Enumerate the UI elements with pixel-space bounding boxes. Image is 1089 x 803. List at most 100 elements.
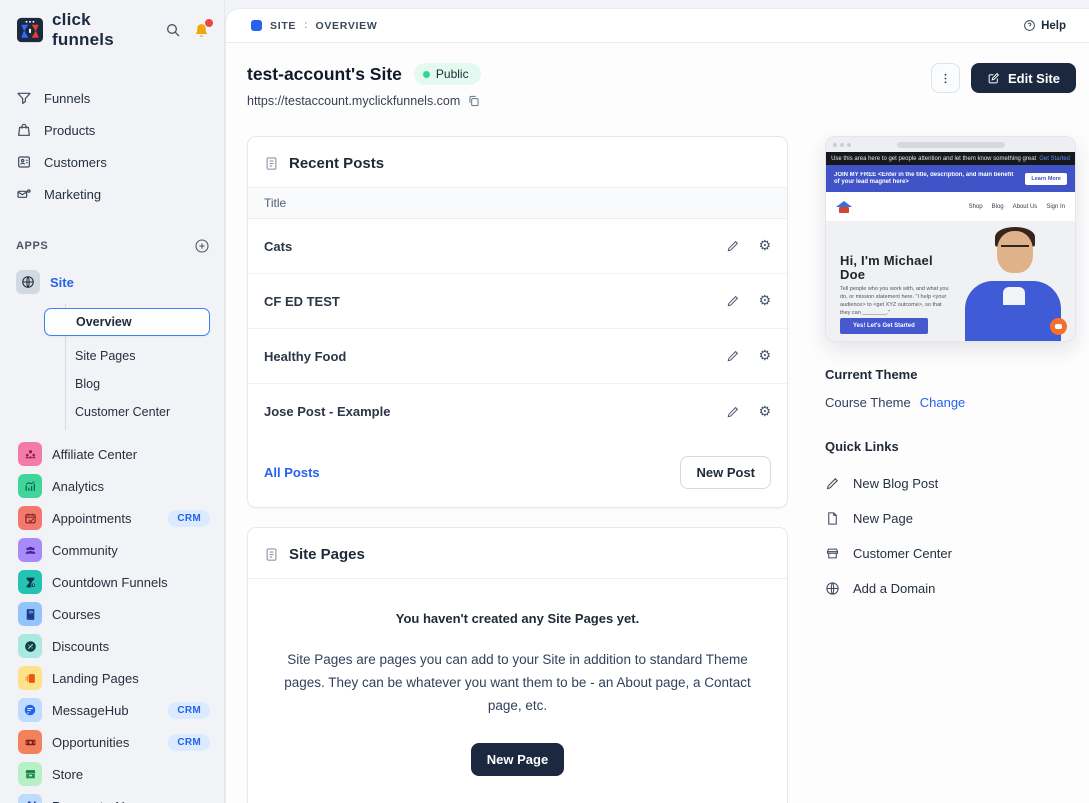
sidebar-item-countdown-funnels[interactable]: Countdown Funnels <box>0 566 224 598</box>
search-icon[interactable] <box>165 22 181 38</box>
kebab-dots-icon <box>944 73 947 83</box>
quick-link-add-a-domain[interactable]: Add a Domain <box>825 571 1076 606</box>
nav-item-products[interactable]: Products <box>0 114 224 146</box>
nav-label: Products <box>44 122 96 138</box>
right-rail: Use this area here to get people attenti… <box>825 136 1076 803</box>
quick-links-heading: Quick Links <box>825 439 899 454</box>
crm-badge: CRM <box>168 733 210 751</box>
page-icon <box>828 512 837 525</box>
site-pages-card: Site Pages You haven't created any Site … <box>247 527 788 803</box>
change-theme-link[interactable]: Change <box>919 395 966 410</box>
site-preview-thumbnail[interactable]: Use this area here to get people attenti… <box>825 136 1076 342</box>
nav-item-marketing[interactable]: Marketing <box>0 178 224 210</box>
preview-navbar: Shop Blog About Us Sign In <box>826 192 1075 221</box>
table-row: Jose Post - Example ⚙ <box>248 384 787 439</box>
clickfunnels-logo-icon[interactable] <box>16 17 44 43</box>
quick-link-new-page[interactable]: New Page <box>825 501 1076 536</box>
post-settings-gear-icon[interactable]: ⚙ <box>758 238 771 254</box>
analytics-icon <box>18 474 42 498</box>
sidebar-item-label: Site <box>50 274 74 290</box>
storefront-icon <box>826 548 839 559</box>
notifications-bell-icon[interactable] <box>193 18 213 39</box>
quick-links-block: Quick Links New Blog Post New Page <box>825 439 1076 606</box>
edit-post-pencil-icon[interactable] <box>726 294 740 308</box>
sidebar-item-landing-pages[interactable]: Landing Pages <box>0 662 224 694</box>
marketing-envelope-icon <box>17 189 31 198</box>
sidebar-item-overview[interactable]: Overview <box>44 308 210 336</box>
public-status-dot <box>422 70 430 78</box>
table-row: CF ED TEST ⚙ <box>248 274 787 329</box>
help-icon <box>1024 20 1035 31</box>
sidebar: click funnels Funnels Products Customers <box>0 0 225 803</box>
edit-post-pencil-icon[interactable] <box>726 239 740 253</box>
quick-link-new-blog-post[interactable]: New Blog Post <box>825 466 1076 501</box>
post-title-link[interactable]: Cats <box>264 238 293 254</box>
recent-posts-card: Recent Posts Title Cats ⚙ CF ED TEST <box>247 136 788 508</box>
globe-icon <box>16 270 40 294</box>
sidebar-item-blog[interactable]: Blog <box>75 377 101 391</box>
preview-person-photo <box>953 227 1073 341</box>
opportunities-icon <box>18 730 42 754</box>
sidebar-item-site-pages[interactable]: Site Pages <box>75 349 136 363</box>
post-title-link[interactable]: Jose Post - Example <box>264 404 391 419</box>
sidebar-item-store[interactable]: Store <box>0 758 224 790</box>
brand-name: click funnels <box>52 10 114 49</box>
quick-link-customer-center[interactable]: Customer Center <box>825 536 1076 571</box>
breadcrumb: SITE : OVERVIEW <box>251 20 378 32</box>
preview-chat-bubble <box>1050 318 1067 335</box>
sidebar-item-opportunities[interactable]: Opportunities CRM <box>0 726 224 758</box>
column-header-title: Title <box>248 187 787 219</box>
site-url[interactable]: https://testaccount.myclickfunnels.com <box>247 94 461 108</box>
more-options-kebab-button[interactable] <box>930 63 960 93</box>
sidebar-item-site[interactable]: Site <box>0 264 224 300</box>
sidebar-item-affiliate-center[interactable]: Affiliate Center <box>0 438 224 470</box>
sidebar-item-analytics[interactable]: Analytics <box>0 470 224 502</box>
help-button[interactable]: Help <box>1023 19 1066 32</box>
document-icon <box>266 548 277 561</box>
post-settings-gear-icon[interactable]: ⚙ <box>758 403 771 420</box>
breadcrumb-overview[interactable]: OVERVIEW <box>315 19 378 32</box>
post-title-link[interactable]: CF ED TEST <box>264 293 340 309</box>
sidebar-item-appointments[interactable]: Appointments CRM <box>0 502 224 534</box>
browser-dots <box>833 142 851 147</box>
sidebar-item-customer-center[interactable]: Customer Center <box>75 405 171 419</box>
nav-label: Customers <box>44 154 107 170</box>
document-icon <box>266 157 277 170</box>
nav-item-funnels[interactable]: Funnels <box>0 82 224 114</box>
sidebar-item-payments-ai[interactable]: AI Payments AI <box>0 790 224 803</box>
page-content: test-account's Site Public https://testa… <box>226 43 1089 803</box>
empty-state-description: Site Pages are pages you can add to your… <box>284 652 751 713</box>
sidebar-item-community[interactable]: Community <box>0 534 224 566</box>
apps-list: Affiliate Center Analytics Appointments … <box>0 438 224 803</box>
card-title: Site Pages <box>289 546 365 563</box>
notification-badge <box>205 18 213 27</box>
edit-post-pencil-icon[interactable] <box>726 405 740 419</box>
main-area: SITE : OVERVIEW Help test-account's Site… <box>225 0 1089 803</box>
post-title-link[interactable]: Healthy Food <box>264 348 347 364</box>
card-title: Recent Posts <box>289 155 385 172</box>
breadcrumb-site[interactable]: SITE <box>270 19 297 32</box>
all-posts-link[interactable]: All Posts <box>264 465 320 480</box>
crm-badge: CRM <box>168 701 210 719</box>
sidebar-item-courses[interactable]: Courses <box>0 598 224 630</box>
post-settings-gear-icon[interactable]: ⚙ <box>758 348 771 364</box>
edit-site-button[interactable]: Edit Site <box>970 63 1076 93</box>
copy-icon[interactable] <box>467 94 481 108</box>
sidebar-item-messagehub[interactable]: MessageHub CRM <box>0 694 224 726</box>
add-app-plus-icon[interactable] <box>194 238 210 254</box>
nav-label: Marketing <box>44 186 102 202</box>
post-settings-gear-icon[interactable]: ⚙ <box>758 293 771 309</box>
nav-item-customers[interactable]: Customers <box>0 146 224 178</box>
new-post-button[interactable]: New Post <box>680 456 771 489</box>
sidebar-item-discounts[interactable]: Discounts <box>0 630 224 662</box>
crm-badge: CRM <box>168 509 210 527</box>
topbar: SITE : OVERVIEW Help <box>226 9 1089 43</box>
edit-pencil-icon <box>988 72 1000 83</box>
preview-cta-button: Yes! Let's Get Started <box>840 318 928 334</box>
new-page-button[interactable]: New Page <box>470 743 565 776</box>
products-bag-icon <box>18 123 30 136</box>
preview-logo <box>836 200 852 214</box>
breadcrumb-separator: : <box>304 20 308 31</box>
primary-nav: Funnels Products Customers Marketing <box>0 82 224 210</box>
edit-post-pencil-icon[interactable] <box>726 349 740 363</box>
